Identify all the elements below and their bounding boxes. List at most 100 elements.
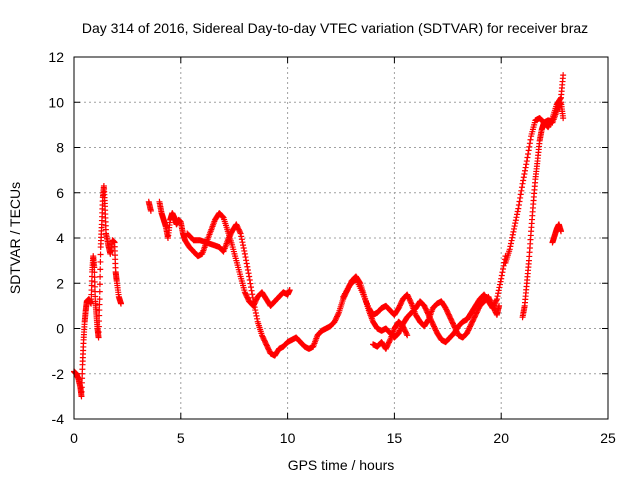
plus-marker [403,330,410,337]
x-tick-labels: 0 5 10 15 20 25 [70,430,616,446]
plus-marker [493,296,500,303]
plus-marker [515,205,522,212]
plus-marker [249,294,256,301]
series-3 [340,275,503,341]
plus-marker [500,266,507,273]
series-7 [549,221,565,246]
plus-marker [498,272,505,279]
plus-marker [522,164,529,171]
plus-marker [509,231,516,238]
plus-marker [498,275,505,282]
plus-marker [239,239,246,246]
plus-marker [493,297,500,304]
plus-marker [219,213,226,220]
plus-marker [96,296,103,303]
y-axis-label: SDTVAR / TECUs [7,182,23,294]
plus-marker [244,263,251,270]
plus-marker [516,198,523,205]
plus-marker [97,266,104,273]
plus-marker [240,242,247,249]
plus-marker [95,334,102,341]
y-tick-label: 12 [48,49,64,65]
y-tick-labels: -4 -2 0 2 4 6 8 10 12 [48,49,64,427]
plus-marker [512,220,519,227]
plus-marker [252,307,259,314]
plus-marker [495,287,502,294]
plus-marker [558,228,565,235]
plus-marker [244,266,251,273]
plus-marker [499,269,506,276]
plus-marker [508,237,515,244]
plus-marker [95,323,102,330]
x-tick-label: 5 [177,430,185,446]
plus-marker [560,72,567,79]
plus-marker [242,254,249,261]
plus-marker [254,315,261,322]
x-tick-label: 0 [70,430,78,446]
x-tick-label: 25 [600,430,616,446]
plus-marker [96,312,103,319]
plus-marker [95,329,102,336]
plus-marker [557,100,564,107]
plus-marker [518,184,525,191]
plus-marker [243,260,250,267]
plus-marker [518,187,525,194]
x-tick-label: 10 [280,430,296,446]
plus-marker [251,301,258,308]
plus-marker [525,147,532,154]
plus-marker [252,309,259,316]
plus-marker [511,225,518,232]
plus-marker [240,245,247,252]
plot-frame [73,56,609,420]
series-6 [519,99,567,321]
plus-marker [404,332,411,339]
plus-marker [494,293,501,300]
plus-marker [96,281,103,288]
y-tick-label: 0 [56,321,64,337]
plus-marker [246,273,253,280]
plus-marker [497,278,504,285]
plus-marker [241,247,248,254]
plus-marker [96,307,103,314]
plus-marker [117,300,124,307]
plus-marker [526,140,533,147]
plus-marker [515,202,522,209]
plus-marker [496,302,503,309]
plus-marker [96,288,103,295]
plus-marker [520,177,527,184]
plus-marker [510,228,517,235]
plus-marker [386,338,393,345]
plus-marker [517,191,524,198]
x-axis-label: GPS time / hours [288,457,395,473]
y-tick-label: -4 [52,411,65,427]
data-points [71,72,567,400]
plus-marker [495,290,502,297]
series-4 [370,318,411,352]
plus-marker [513,214,520,221]
plus-marker [514,208,521,215]
plus-marker [248,287,255,294]
plus-marker [559,108,566,115]
y-tick-label: 8 [56,140,64,156]
series-0 [71,182,124,400]
plus-marker [511,223,518,230]
plus-marker [97,251,104,258]
plus-marker [496,284,503,291]
plus-marker [521,171,528,178]
plus-marker [251,304,258,311]
plus-marker [527,136,534,143]
plus-marker [237,230,244,237]
x-tick-label: 15 [387,430,403,446]
plus-marker [241,250,248,257]
plus-marker [243,257,250,264]
plus-marker [522,167,529,174]
plus-marker [335,310,342,317]
plus-marker [246,277,253,284]
plus-marker [519,180,526,187]
plus-marker [525,150,532,157]
plus-marker [253,312,260,319]
plus-marker [250,298,257,305]
plus-marker [524,154,531,161]
plus-marker [517,194,524,201]
